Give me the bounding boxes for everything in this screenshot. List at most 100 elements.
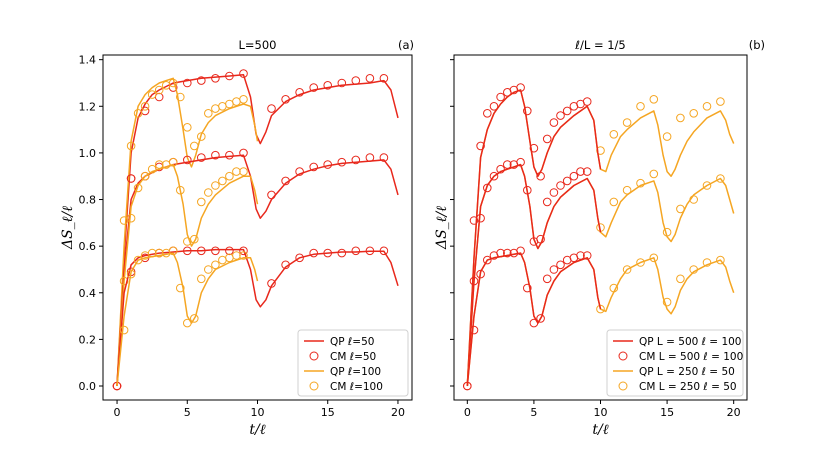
data-point-marker [309,248,319,258]
data-point-marker [596,146,605,155]
data-point-marker [556,181,565,190]
data-point-marker [309,162,319,172]
legend-swatch-marker [618,381,628,391]
data-point-marker [469,276,479,286]
data-point-marker [218,176,227,186]
data-point-marker [351,246,361,256]
data-point-marker [337,78,347,88]
data-point-marker [582,97,592,106]
data-point-marker [140,102,150,111]
y-tick-label: 1.2 [79,100,97,113]
data-point-marker [154,92,164,102]
y-axis-label-a: ΔS_ℓ/ℓ [60,206,76,250]
data-point-marker [556,111,565,120]
data-point-marker [281,95,290,104]
data-point-marker [582,167,592,176]
data-point-marker [225,246,234,256]
title-a: L=500 [239,38,277,52]
data-point-marker [126,213,136,223]
data-point-marker [168,246,178,256]
data-point-marker [476,213,485,223]
legend-label: CM ℓ=50 [330,351,376,363]
legend-label: QP L = 500 ℓ = 100 [639,336,742,348]
data-point-marker [636,102,645,111]
data-point-marker [133,183,143,193]
data-point-marker [211,246,220,256]
data-point-marker [197,132,206,141]
data-point-marker [225,99,234,109]
data-point-marker [549,188,559,197]
data-point-marker [365,74,375,83]
series-line [466,252,602,387]
data-point-marker [281,260,290,270]
data-point-marker [483,183,492,193]
data-point-marker [536,171,545,181]
data-point-marker [197,153,206,162]
data-point-marker [183,123,192,132]
data-point-marker [662,297,672,307]
data-point-marker [483,109,492,118]
data-point-marker [379,153,389,162]
x-ticks-b: 0 5 10 15 20 [464,400,741,419]
data-point-marker [542,274,552,284]
data-point-marker [225,253,234,263]
x-tick-label: 20 [727,406,741,419]
data-point-marker [582,251,592,260]
title-b: ℓ/L = 1/5 [574,38,626,52]
data-point-marker [716,255,725,265]
legend-a: QP ℓ=50 CM ℓ=50 QP ℓ=100 CM ℓ=100 [297,329,409,397]
data-point-marker [295,253,304,263]
series-line [466,163,602,387]
legend-box-a [297,329,409,397]
legend-label: QP ℓ=100 [330,366,381,378]
data-point-marker [636,258,645,267]
data-point-marker [295,88,304,97]
data-point-marker [232,167,241,176]
panel-a: L=500 (a) t/ℓ ΔS_ℓ/ℓ 0 5 10 15 20 0.00.20.40… [60,38,414,438]
data-point-marker [126,269,136,279]
data-point-marker [190,314,199,323]
data-point-marker [716,97,725,106]
data-point-marker [523,283,532,293]
data-point-marker [147,90,157,99]
data-point-marker [197,197,206,207]
data-point-marker [662,227,672,237]
y-tick-label: 1.4 [79,54,97,67]
x-tick-label: 10 [594,406,608,419]
data-point-marker [516,246,525,256]
series-group-b [463,83,735,391]
data-point-marker [232,251,241,260]
x-tick-label: 10 [251,406,265,419]
data-point-marker [676,113,685,123]
data-point-marker [225,171,234,181]
data-point-marker [323,81,333,90]
y-ticks-a: 0.0 0.2 0.4 0.6 0.8 1.0 1.2 1.4 [79,54,103,393]
data-point-marker [197,246,206,256]
legend-entry: CM L = 500 ℓ = 100 [618,351,743,363]
y-axis-label-b: ΔS_ℓ/ℓ [434,206,450,250]
data-point-marker [126,141,136,151]
x-tick-label: 15 [321,406,335,419]
data-point-marker [225,71,234,81]
y-tick-label: 0.2 [79,333,97,346]
data-point-marker [489,102,499,111]
legend-entry: QP ℓ=100 [304,366,381,378]
legend-label: CM L = 500 ℓ = 100 [639,351,743,363]
data-point-marker [140,171,150,181]
data-point-marker [622,265,632,274]
data-point-marker [154,160,164,169]
data-point-marker [204,265,213,274]
legend-entry: CM L = 250 ℓ = 50 [618,381,737,393]
data-point-marker [469,325,479,335]
data-point-marker [649,95,659,104]
data-point-marker [204,188,213,197]
data-point-marker [476,269,485,279]
data-point-marker [218,255,227,265]
data-point-marker [197,274,206,284]
x-tick-label: 0 [114,406,121,419]
legend-entry: QP ℓ=50 [304,336,374,348]
data-point-marker [516,157,525,167]
legend-swatch-marker [618,351,628,361]
data-point-marker [119,276,129,286]
